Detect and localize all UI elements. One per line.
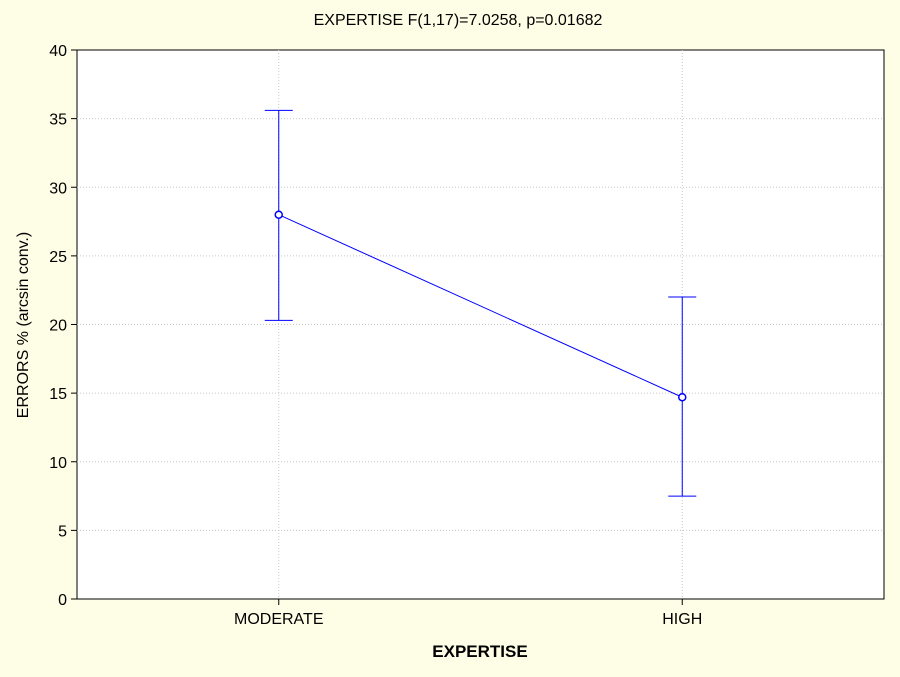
y-tick-label: 20 — [49, 318, 67, 335]
plot-area — [76, 49, 885, 600]
chart-title: EXPERTISE F(1,17)=7.0258, p=0.01682 — [314, 12, 603, 29]
x-axis-title: EXPERTISE — [432, 642, 527, 661]
y-tick-label: 5 — [58, 523, 67, 540]
grid-lines — [77, 50, 884, 599]
x-tick-label: MODERATE — [234, 611, 323, 628]
y-tick-label: 25 — [49, 249, 67, 266]
y-tick-label: 35 — [49, 112, 67, 129]
axes: 0 5 10 15 20 25 30 35 40 MODERATE HIGH — [49, 43, 702, 628]
series-layer — [264, 109, 697, 497]
data-point — [678, 392, 687, 402]
y-tick-label: 30 — [49, 180, 67, 197]
y-axis-title: ERRORS % (arcsin conv.) — [15, 232, 32, 418]
y-tick-label: 15 — [49, 386, 67, 403]
x-tick-label: HIGH — [662, 611, 702, 628]
series-line — [278, 214, 683, 398]
y-tick-label: 10 — [49, 455, 67, 472]
data-point — [274, 210, 283, 219]
y-tick-label: 40 — [49, 43, 67, 60]
y-tick-label: 0 — [58, 592, 67, 609]
